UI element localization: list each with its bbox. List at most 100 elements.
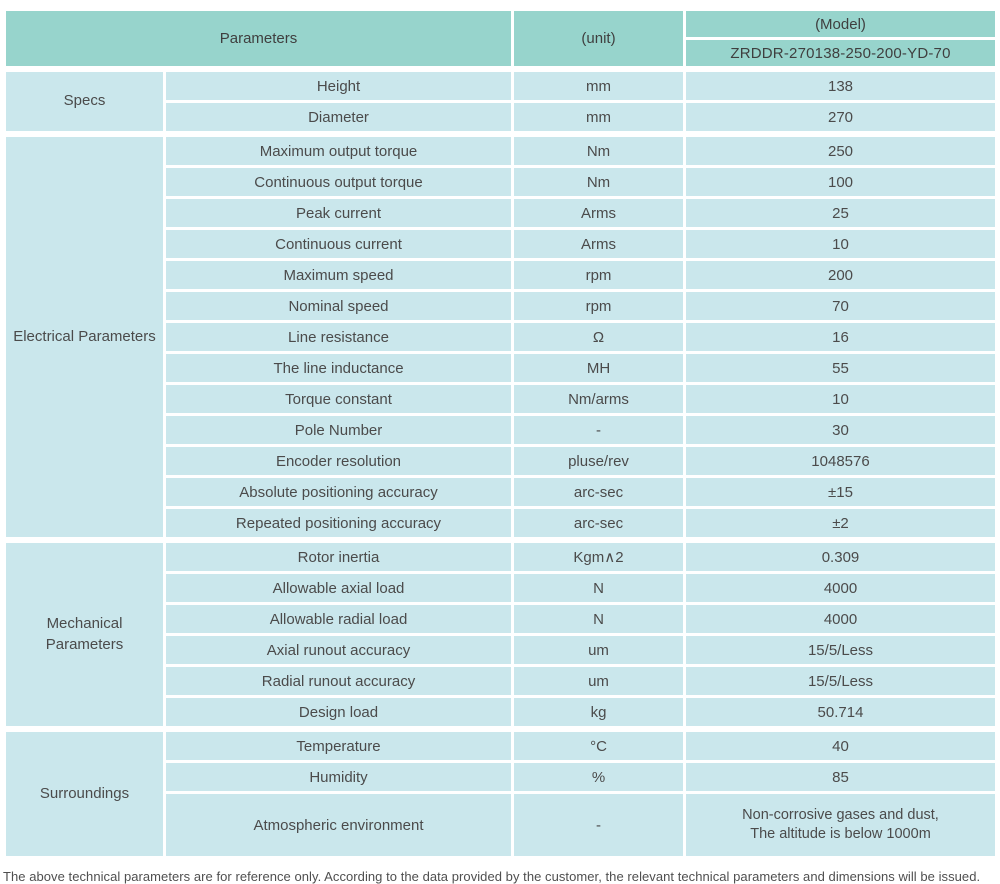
group-label-surroundings: Surroundings [3, 726, 166, 859]
group-label-mechanical: Mechanical Parameters [3, 537, 166, 731]
param-unit: mm [511, 100, 686, 136]
param-value: 25 [683, 196, 998, 230]
table-row: Line resistance Ω 16 [5, 320, 998, 354]
table-row: Specs Height mm 138 [3, 66, 998, 136]
param-unit: um [511, 633, 686, 667]
param-name: Temperature [163, 726, 514, 763]
param-value: 15/5/Less [683, 633, 998, 667]
param-unit: MH [511, 351, 686, 385]
param-unit: um [511, 664, 686, 698]
param-name: Encoder resolution [163, 444, 514, 478]
table-row: Electrical Parameters Maximum output tor… [3, 131, 998, 542]
param-unit: Nm/arms [511, 382, 686, 416]
param-unit: rpm [511, 258, 686, 292]
table-row: Torque constant Nm/arms 10 [5, 382, 998, 416]
param-name: Pole Number [163, 413, 514, 447]
param-unit: rpm [511, 289, 686, 323]
param-name: The line inductance [163, 351, 514, 385]
param-value: ±2 [683, 506, 998, 542]
param-unit: N [511, 602, 686, 636]
param-value: 270 [683, 100, 998, 136]
param-value: 1048576 [683, 444, 998, 478]
param-name: Diameter [163, 100, 514, 136]
param-value: 0.309 [683, 537, 998, 574]
param-unit: mm [511, 66, 686, 103]
param-value: 70 [683, 289, 998, 323]
param-unit: % [511, 760, 686, 794]
spec-table: Parameters (unit) (Model) ZRDDR-270138-2… [3, 8, 998, 859]
param-name: Humidity [163, 760, 514, 794]
param-name: Allowable axial load [163, 571, 514, 605]
table-row: Design load kg 50.714 [5, 695, 998, 731]
param-name: Torque constant [163, 382, 514, 416]
table-row: Absolute positioning accuracy arc-sec ±1… [5, 475, 998, 509]
table-row: Atmospheric environment - Non-corrosive … [5, 791, 998, 859]
param-unit: arc-sec [511, 475, 686, 509]
param-value: 138 [683, 66, 998, 103]
footer-note: The above technical parameters are for r… [3, 869, 981, 884]
param-name: Continuous current [163, 227, 514, 261]
header-model: (Model) [683, 8, 998, 40]
header-unit: (unit) [511, 8, 686, 71]
table-row: Axial runout accuracy um 15/5/Less [5, 633, 998, 667]
header-model-row: ZRDDR-270138-250-200-YD-70 [5, 37, 998, 71]
param-name: Axial runout accuracy [163, 633, 514, 667]
param-unit: arc-sec [511, 506, 686, 542]
param-value-line1: Non-corrosive gases and dust, [742, 807, 939, 824]
param-value: 100 [683, 165, 998, 199]
param-value-line2: The altitude is below 1000m [750, 826, 931, 842]
table-row: Maximum speed rpm 200 [5, 258, 998, 292]
param-value: 250 [683, 131, 998, 168]
param-value: 30 [683, 413, 998, 447]
param-name: Design load [163, 695, 514, 731]
param-name: Rotor inertia [163, 537, 514, 574]
param-value: 10 [683, 382, 998, 416]
param-unit: N [511, 571, 686, 605]
param-name: Line resistance [163, 320, 514, 354]
group-label-specs: Specs [3, 66, 166, 136]
table-row: Humidity % 85 [5, 760, 998, 794]
table-row: Continuous output torque Nm 100 [5, 165, 998, 199]
table-row: Pole Number - 30 [5, 413, 998, 447]
param-value: 55 [683, 351, 998, 385]
param-unit: Kgm∧2 [511, 537, 686, 574]
param-name: Repeated positioning accuracy [163, 506, 514, 542]
param-unit: Nm [511, 165, 686, 199]
table-row: Diameter mm 270 [5, 100, 998, 136]
param-name: Absolute positioning accuracy [163, 475, 514, 509]
param-unit: Arms [511, 196, 686, 230]
header-row: Parameters (unit) (Model) [3, 8, 998, 71]
param-unit: Arms [511, 227, 686, 261]
param-unit: pluse/rev [511, 444, 686, 478]
param-name: Height [163, 66, 514, 103]
param-unit: Ω [511, 320, 686, 354]
table-row: Encoder resolution pluse/rev 1048576 [5, 444, 998, 478]
table-row: Peak current Arms 25 [5, 196, 998, 230]
table-row: Nominal speed rpm 70 [5, 289, 998, 323]
table-row: Mechanical Parameters Rotor inertia Kgm∧… [3, 537, 998, 731]
param-unit: - [511, 413, 686, 447]
param-value: 85 [683, 760, 998, 794]
table-row: The line inductance MH 55 [5, 351, 998, 385]
param-value: Non-corrosive gases and dust, The altitu… [683, 791, 998, 859]
header-parameters: Parameters [3, 8, 514, 71]
table-row: Surroundings Temperature °C 40 [3, 726, 998, 859]
param-value: ±15 [683, 475, 998, 509]
param-unit: Nm [511, 131, 686, 168]
param-unit: kg [511, 695, 686, 731]
table-row: Repeated positioning accuracy arc-sec ±2 [5, 506, 998, 542]
param-unit: °C [511, 726, 686, 763]
param-value: 16 [683, 320, 998, 354]
param-unit: - [511, 791, 686, 859]
param-name: Maximum output torque [163, 131, 514, 168]
param-name: Maximum speed [163, 258, 514, 292]
param-value: 50.714 [683, 695, 998, 731]
param-name: Peak current [163, 196, 514, 230]
table-row: Allowable radial load N 4000 [5, 602, 998, 636]
param-name: Nominal speed [163, 289, 514, 323]
param-value: 200 [683, 258, 998, 292]
table-row: Radial runout accuracy um 15/5/Less [5, 664, 998, 698]
param-value: 10 [683, 227, 998, 261]
param-value: 4000 [683, 602, 998, 636]
